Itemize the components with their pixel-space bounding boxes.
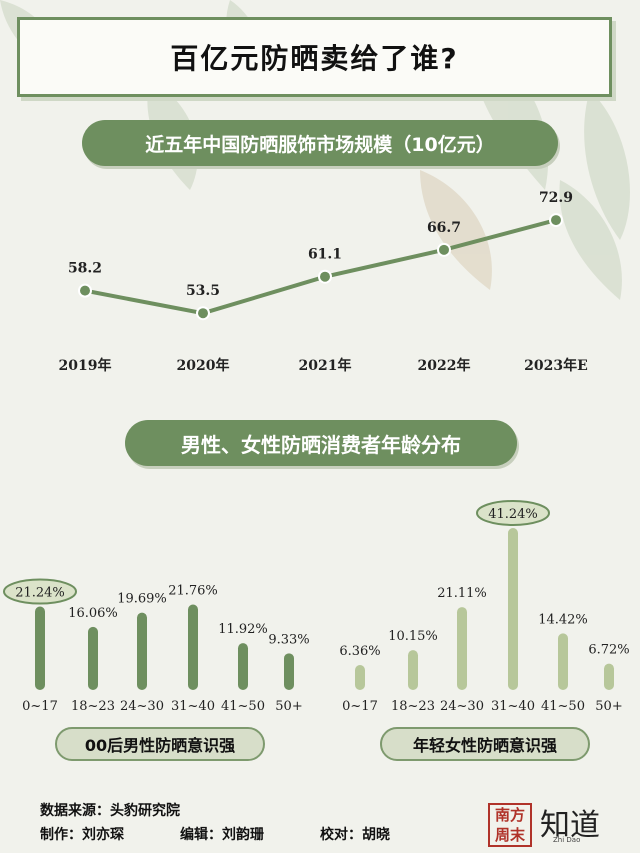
women-value-label: 21.11% [437,586,487,601]
market-value-label: 66.7 [427,220,461,236]
women-category-label: 31~40 [491,699,535,714]
women-category-label: 41~50 [541,699,585,714]
market-value-label: 61.1 [308,247,342,263]
market-point [437,242,451,257]
market-line-chart: 58.2 2019年 53.5 2020年 61.1 2021年 66.7 2022年 72.9… [59,190,588,374]
men-value-label: 16.06% [68,606,118,621]
women-value-label: 6.36% [339,644,380,659]
men-category-label: 18~23 [71,699,115,714]
market-value-label: 53.5 [186,283,220,299]
men-bar [137,612,147,690]
market-point [549,213,563,228]
women-bar [457,607,467,690]
market-year-label: 2019年 [59,357,112,374]
men-bar-chart: 21.24% 0~17 16.06% 18~23 19.69% 24~30 21.76% 31… [3,578,310,714]
zhidao-logo-sub: Zhi Dao [553,836,581,844]
men-bar [238,643,248,690]
men-bar [35,606,45,690]
women-bar [355,665,365,690]
women-category-label: 0~17 [342,699,378,714]
men-bar [188,604,198,690]
zhidao-logo: 知道 [540,808,600,843]
women-category-label: 50+ [595,699,622,714]
proofreader-credit: 校对：胡晓 [320,827,390,843]
men-category-label: 31~40 [171,699,215,714]
women-category-label: 24~30 [440,699,484,714]
men-category-label: 24~30 [120,699,164,714]
women-bar [558,633,568,690]
producer-credit: 制作：刘亦琛 [40,827,124,843]
women-bar [408,650,418,690]
market-year-label: 2023年E [524,357,588,374]
women-category-label: 18~23 [391,699,435,714]
market-point [318,269,332,284]
editor-credit: 编辑：刘韵珊 [180,827,264,843]
market-value-label: 58.2 [68,261,102,277]
title-box: 百亿元防晒卖给了谁? [17,17,612,97]
men-value-label: 21.76% [168,584,218,599]
footer: 数据来源：头豹研究院 制作：刘亦琛 编辑：刘韵珊 校对：胡晓 [40,800,390,848]
market-value-label: 72.9 [539,190,573,206]
market-year-label: 2022年 [418,357,471,374]
women-value-label: 10.15% [388,629,438,644]
men-value-label: 11.92% [218,622,268,637]
women-bar-chart: 6.36% 0~17 10.15% 18~23 21.11% 24~30 41.24% 31~… [339,499,630,714]
market-year-label: 2020年 [177,357,230,374]
market-year-label: 2021年 [299,357,352,374]
men-highlight [3,578,77,605]
women-value-label: 6.72% [588,643,629,658]
women-bar [604,663,614,690]
women-bar [508,527,518,690]
men-bar [88,626,98,690]
market-series-line [84,218,557,316]
data-source: 数据来源：头豹研究院 [40,803,180,819]
page-title: 百亿元防晒卖给了谁? [170,42,459,75]
men-value-label: 19.69% [117,592,167,607]
men-category-label: 50+ [275,699,302,714]
age-heading: 男性、女性防晒消费者年龄分布 [125,420,517,466]
women-caption: 年轻女性防晒意识强 [380,727,590,761]
men-value-label: 9.33% [268,632,309,647]
men-category-label: 0~17 [22,699,58,714]
women-highlight [476,499,550,526]
men-caption: 00后男性防晒意识强 [55,727,265,761]
market-point [78,283,92,298]
men-bar [284,653,294,690]
women-value-label: 41.24% [488,507,538,522]
men-value-label: 21.24% [15,586,65,601]
market-heading: 近五年中国防晒服饰市场规模（10亿元） [82,120,558,166]
market-point [196,306,210,321]
nanfang-logo: 南方周末 [488,803,532,847]
women-value-label: 14.42% [538,612,588,627]
men-category-label: 41~50 [221,699,265,714]
